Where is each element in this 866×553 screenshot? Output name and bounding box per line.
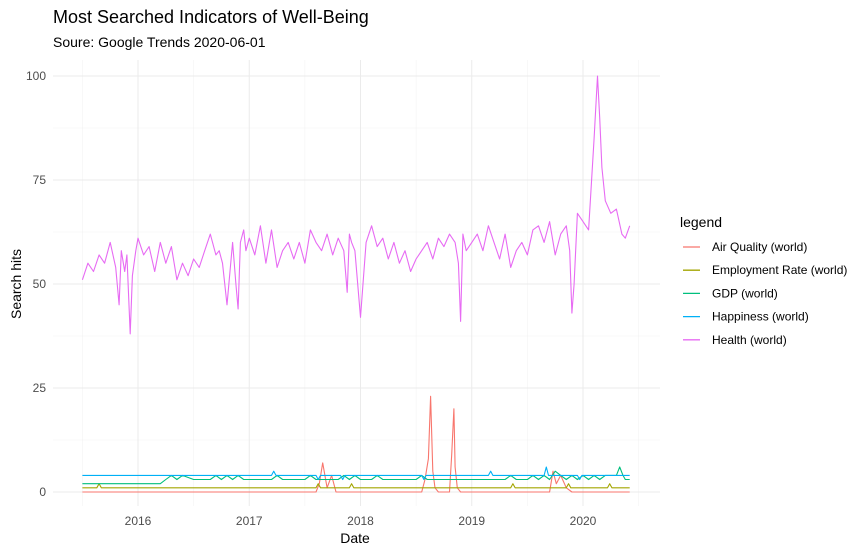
series-line-happiness-world xyxy=(82,466,630,481)
series-lines xyxy=(81,75,631,493)
chart-title: Most Searched Indicators of Well-Being xyxy=(53,7,369,27)
y-tick-label: 75 xyxy=(33,173,47,187)
series-line-employment-rate-world xyxy=(82,483,630,489)
y-tick-label: 50 xyxy=(33,277,47,291)
x-axis-title: Date xyxy=(340,530,370,546)
x-tick-label: 2018 xyxy=(347,514,374,528)
legend-title: legend xyxy=(680,214,722,230)
x-axis-ticks: 2016 2017 2018 2019 2020 xyxy=(125,514,597,528)
legend-label: GDP (world) xyxy=(712,286,778,300)
y-tick-label: 100 xyxy=(26,69,46,83)
series-line-health-world xyxy=(81,75,631,335)
legend-label: Happiness (world) xyxy=(712,310,809,324)
x-tick-label: 2020 xyxy=(570,514,597,528)
legend: legend Air Quality (world) Employment Rat… xyxy=(680,214,847,347)
x-tick-label: 2019 xyxy=(458,514,485,528)
grid xyxy=(53,60,660,506)
legend-label: Air Quality (world) xyxy=(712,240,807,254)
y-axis-ticks: 0 25 50 75 100 xyxy=(26,69,46,499)
y-axis-title: Search hits xyxy=(8,249,24,319)
y-tick-label: 0 xyxy=(39,485,46,499)
legend-label: Health (world) xyxy=(712,333,787,347)
x-tick-label: 2016 xyxy=(125,514,152,528)
chart-subtitle: Soure: Google Trends 2020-06-01 xyxy=(53,34,266,50)
y-tick-label: 25 xyxy=(33,381,47,395)
series-line-gdp-world xyxy=(82,466,630,485)
legend-label: Employment Rate (world) xyxy=(712,263,847,277)
x-tick-label: 2017 xyxy=(236,514,263,528)
